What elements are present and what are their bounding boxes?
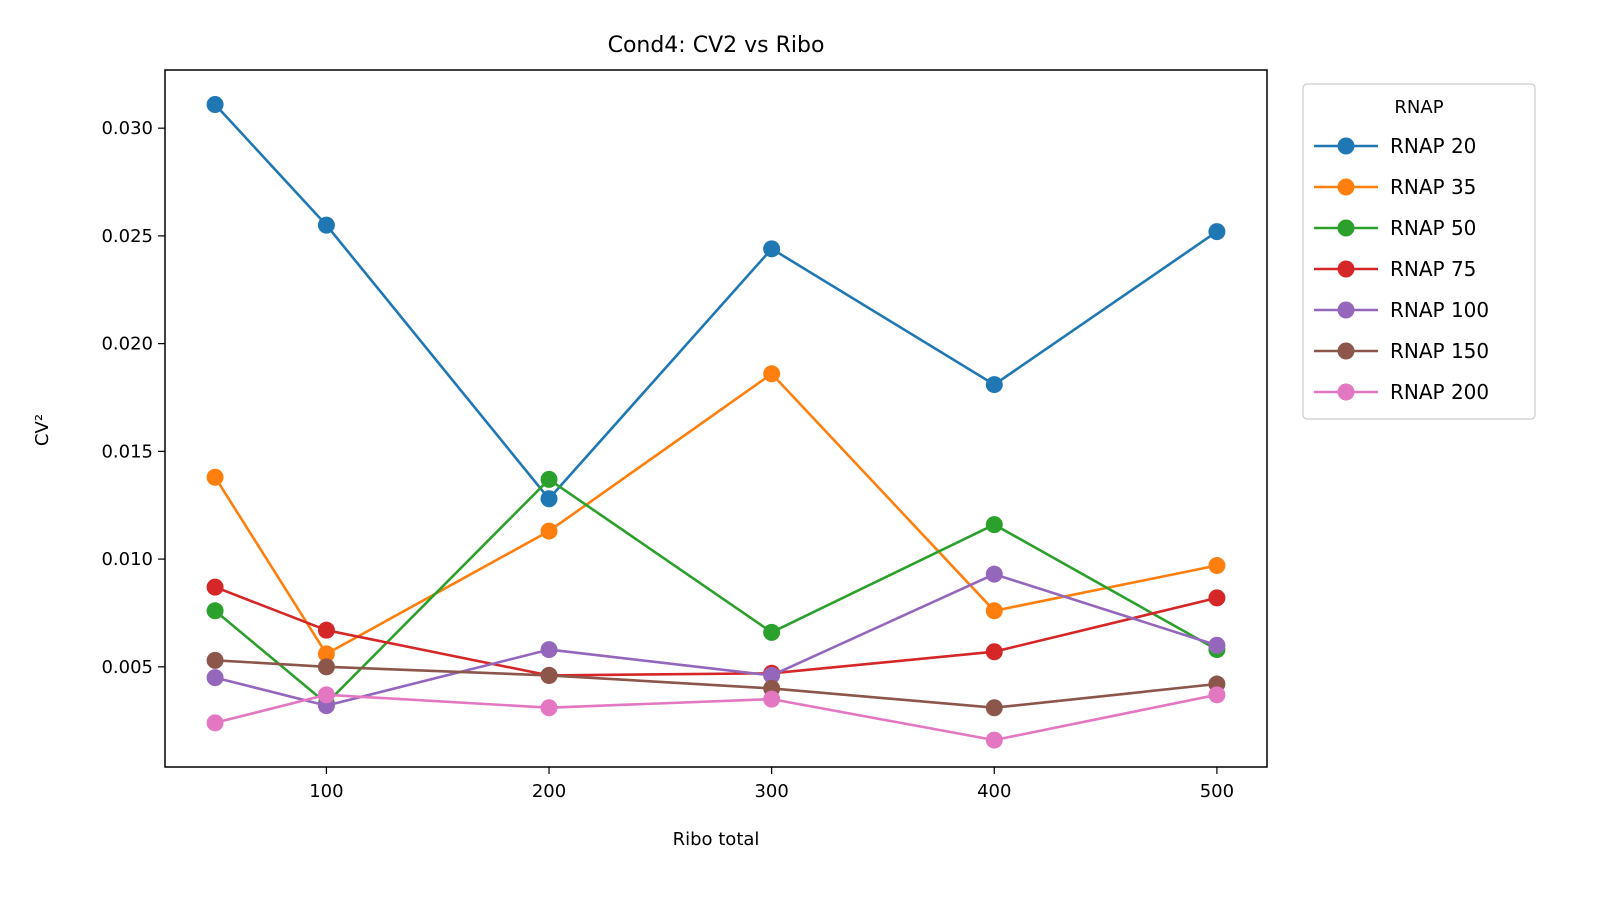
series-rnap-150 bbox=[206, 651, 1226, 717]
y-tick-label: 0.025 bbox=[101, 226, 153, 247]
y-axis-label: CV² bbox=[32, 414, 53, 446]
data-point-rnap-100 bbox=[1208, 636, 1226, 654]
data-point-rnap-150 bbox=[206, 651, 224, 669]
series-line-rnap-100 bbox=[214, 572, 1218, 707]
data-point-rnap-200 bbox=[985, 731, 1003, 749]
data-point-rnap-75 bbox=[206, 578, 224, 596]
data-point-rnap-20 bbox=[763, 240, 781, 258]
chart-title: Cond4: CV2 vs Ribo bbox=[608, 33, 825, 58]
series-line-rnap-200 bbox=[214, 693, 1218, 742]
legend: RNAP RNAP 20 RNAP 35 RNAP 50 RNAP 75 RNAP 10… bbox=[1302, 83, 1536, 420]
x-tick-label: 500 bbox=[1200, 781, 1234, 802]
y-tick-label: 0.010 bbox=[101, 549, 153, 570]
series-rnap-20 bbox=[206, 95, 1226, 508]
series-rnap-100 bbox=[206, 565, 1226, 715]
x-axis-label: Ribo total bbox=[673, 829, 760, 850]
data-point-rnap-20 bbox=[540, 490, 558, 508]
series-line-rnap-150 bbox=[215, 659, 1218, 710]
legend-item: RNAP 100 bbox=[1314, 298, 1489, 322]
series-rnap-35 bbox=[206, 365, 1226, 663]
legend-label: RNAP 75 bbox=[1390, 257, 1476, 281]
legend-label: RNAP 100 bbox=[1390, 298, 1489, 322]
data-point-rnap-100 bbox=[985, 565, 1003, 583]
data-point-rnap-50 bbox=[763, 623, 781, 641]
data-point-rnap-100 bbox=[763, 666, 781, 684]
data-point-rnap-100 bbox=[540, 641, 558, 659]
legend-marker bbox=[1337, 342, 1355, 360]
y-tick-label: 0.015 bbox=[101, 441, 153, 462]
data-point-rnap-100 bbox=[206, 669, 224, 687]
data-point-rnap-35 bbox=[985, 602, 1003, 620]
data-point-rnap-35 bbox=[763, 365, 781, 383]
data-point-rnap-200 bbox=[763, 690, 781, 708]
legend-item: RNAP 200 bbox=[1314, 380, 1489, 404]
legend-title: RNAP bbox=[1394, 97, 1443, 118]
series-line-rnap-35 bbox=[214, 372, 1218, 656]
legend-marker bbox=[1337, 301, 1355, 319]
legend-label: RNAP 150 bbox=[1390, 339, 1489, 363]
series-rnap-50 bbox=[206, 470, 1226, 712]
data-point-rnap-20 bbox=[206, 95, 224, 113]
data-point-rnap-75 bbox=[1208, 589, 1226, 607]
data-point-rnap-200 bbox=[540, 699, 558, 717]
legend-label: RNAP 50 bbox=[1390, 216, 1476, 240]
legend-marker bbox=[1337, 219, 1355, 237]
data-point-rnap-150 bbox=[540, 666, 558, 684]
series-line-rnap-20 bbox=[214, 103, 1218, 501]
plot-area bbox=[206, 95, 1226, 749]
y-tick-label: 0.005 bbox=[101, 657, 153, 678]
data-point-rnap-50 bbox=[540, 470, 558, 488]
legend-marker bbox=[1337, 260, 1355, 278]
data-point-rnap-200 bbox=[317, 686, 335, 704]
legend-items: RNAP 20 RNAP 35 RNAP 50 RNAP 75 RNAP 100 RNAP… bbox=[1314, 134, 1489, 404]
legend-label: RNAP 200 bbox=[1390, 380, 1489, 404]
legend-marker bbox=[1337, 178, 1355, 196]
legend-item: RNAP 35 bbox=[1314, 175, 1476, 199]
data-point-rnap-20 bbox=[1208, 223, 1226, 241]
legend-marker bbox=[1337, 383, 1355, 401]
legend-label: RNAP 20 bbox=[1390, 134, 1476, 158]
data-point-rnap-35 bbox=[1208, 557, 1226, 575]
data-point-rnap-200 bbox=[206, 714, 224, 732]
legend-marker bbox=[1337, 137, 1355, 155]
x-axis: 100 200 300 400 500 bbox=[309, 767, 1234, 802]
data-point-rnap-35 bbox=[206, 468, 224, 486]
data-point-rnap-150 bbox=[985, 699, 1003, 717]
series-line-rnap-50 bbox=[214, 478, 1218, 705]
x-tick-label: 400 bbox=[977, 781, 1011, 802]
legend-item: RNAP 20 bbox=[1314, 134, 1476, 158]
y-tick-label: 0.020 bbox=[101, 334, 153, 355]
x-tick-label: 100 bbox=[309, 781, 343, 802]
data-point-rnap-75 bbox=[985, 643, 1003, 661]
data-point-rnap-50 bbox=[985, 516, 1003, 534]
y-tick-label: 0.030 bbox=[101, 118, 153, 139]
y-axis: 0.005 0.010 0.015 0.020 0.025 0.030 bbox=[101, 118, 165, 678]
x-tick-label: 300 bbox=[754, 781, 788, 802]
x-tick-label: 200 bbox=[532, 781, 566, 802]
data-point-rnap-50 bbox=[206, 602, 224, 620]
data-point-rnap-20 bbox=[317, 216, 335, 234]
data-point-rnap-150 bbox=[317, 658, 335, 676]
series-line-rnap-75 bbox=[214, 585, 1218, 677]
plot-frame bbox=[164, 69, 1268, 768]
legend-item: RNAP 75 bbox=[1314, 257, 1476, 281]
legend-box bbox=[1302, 83, 1536, 420]
data-point-rnap-200 bbox=[1208, 686, 1226, 704]
legend-label: RNAP 35 bbox=[1390, 175, 1476, 199]
legend-item: RNAP 50 bbox=[1314, 216, 1476, 240]
data-point-rnap-20 bbox=[985, 376, 1003, 394]
legend-item: RNAP 150 bbox=[1314, 339, 1489, 363]
series-rnap-200 bbox=[206, 686, 1226, 749]
data-point-rnap-35 bbox=[540, 522, 558, 540]
data-point-rnap-35 bbox=[317, 645, 335, 663]
data-point-rnap-75 bbox=[317, 621, 335, 639]
